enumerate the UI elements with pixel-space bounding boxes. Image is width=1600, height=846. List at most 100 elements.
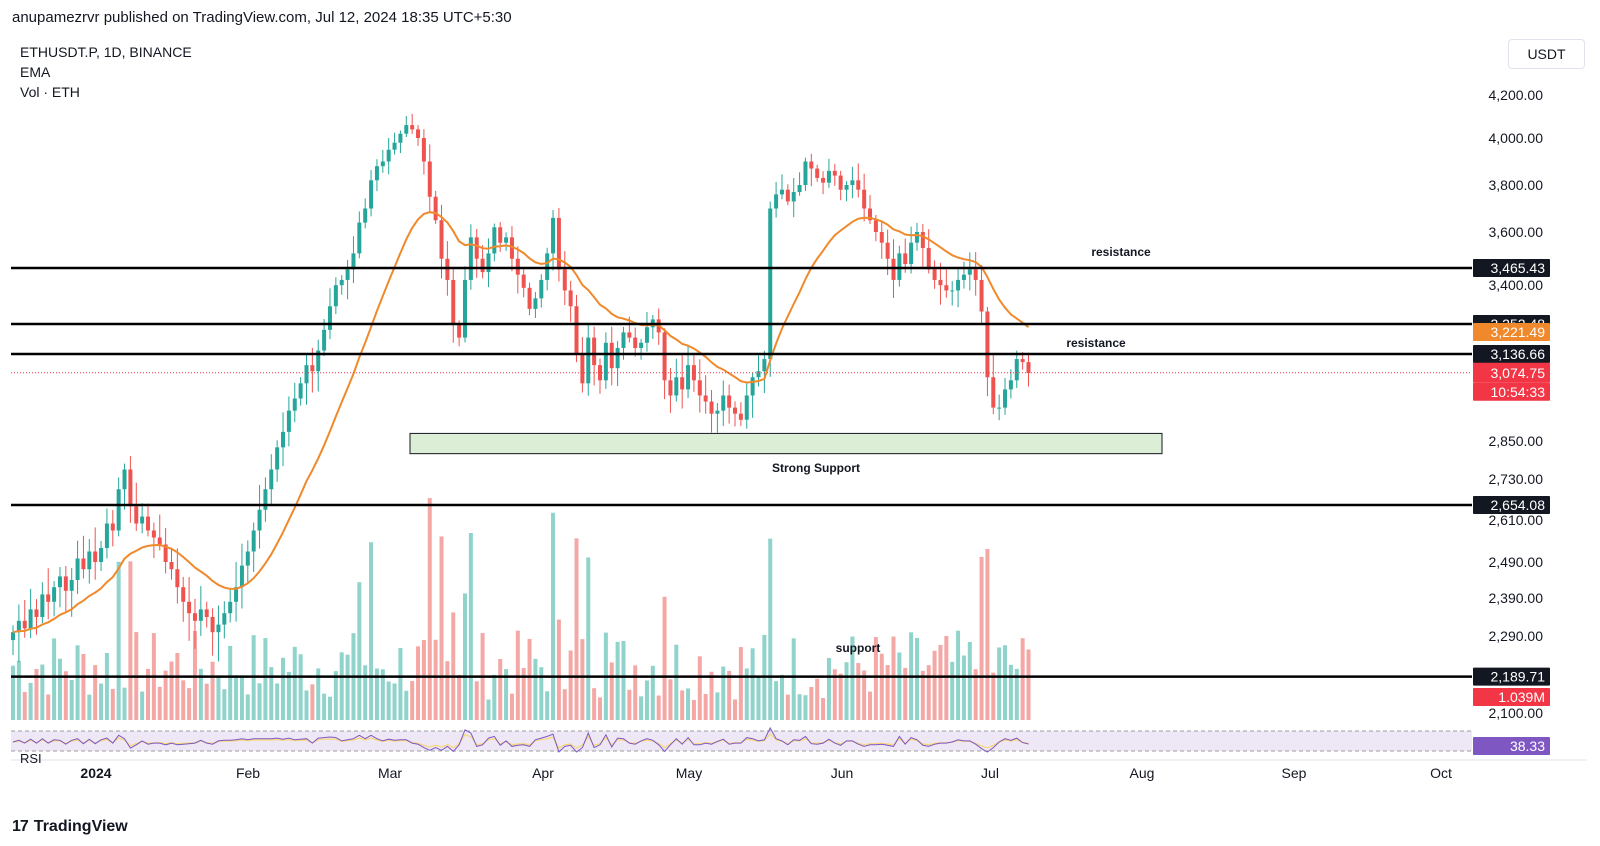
volume-bar	[744, 668, 749, 720]
candle-body	[967, 269, 972, 275]
candle-body	[169, 562, 174, 570]
candle-body	[909, 242, 914, 265]
volume-bar	[551, 512, 556, 720]
candle-body	[374, 166, 379, 181]
candle-body	[668, 380, 673, 396]
volume-bar	[774, 681, 779, 720]
volume-bar	[1014, 668, 1019, 720]
candle-body	[498, 227, 503, 243]
candle-body	[46, 594, 51, 602]
chart-legend: ETHUSDT.P, 1D, BINANCE EMA Vol · ETH	[20, 42, 192, 102]
legend-symbol: ETHUSDT.P, 1D, BINANCE	[20, 44, 192, 60]
volume-bar	[327, 696, 332, 720]
volume-bar	[650, 665, 655, 720]
candle-body	[474, 237, 479, 259]
candle-body	[140, 516, 145, 524]
volume-bar	[779, 674, 784, 720]
candle-body	[386, 149, 391, 162]
annotation-text: resistance	[1091, 245, 1151, 259]
currency-button[interactable]: USDT	[1508, 39, 1585, 69]
volume-bar	[40, 664, 45, 720]
candle-body	[797, 185, 802, 193]
volume-bar	[398, 647, 403, 720]
level-badge-bg	[1473, 345, 1550, 363]
volume-bar	[110, 688, 115, 720]
volume-bar	[357, 582, 362, 720]
candle-body	[398, 133, 403, 143]
candle-body	[750, 377, 755, 396]
volume-bar	[738, 647, 743, 720]
axes: 4,200.00 4,000.00 3,800.00 3,600.00 3,400.00…	[11, 87, 1587, 781]
volume-bar	[210, 661, 215, 720]
price-axis-tick: 2,850.00	[1489, 433, 1544, 449]
volume-bar	[87, 694, 92, 720]
ema-series	[12, 211, 1030, 634]
candle-body	[603, 342, 608, 381]
volume-bar	[333, 671, 338, 720]
time-axis-tick: 2024	[80, 765, 111, 781]
volume-bar	[680, 690, 685, 720]
candle-body	[756, 371, 761, 378]
candle-body	[445, 258, 450, 280]
price-axis-tick: 4,000.00	[1489, 130, 1544, 146]
volume-bar	[627, 689, 632, 720]
footer-brand-name: TradingView	[33, 818, 128, 835]
volume-bar	[239, 675, 244, 720]
volume-bar	[821, 697, 826, 720]
candle-body	[938, 279, 943, 286]
time-axis-tick: Mar	[378, 765, 402, 781]
volume-bar	[93, 665, 98, 720]
candle-body	[868, 208, 873, 221]
volume-bar	[1026, 649, 1031, 720]
volume-bar	[181, 680, 186, 720]
candle-body	[157, 537, 162, 545]
rsi-label: RSI	[20, 751, 42, 766]
legend-ema: EMA	[20, 64, 51, 80]
candle-body	[93, 551, 98, 562]
volume-bar	[157, 686, 162, 720]
candle-body	[345, 269, 350, 280]
candle-body	[298, 383, 303, 399]
volume-bar	[803, 695, 808, 720]
candle-body	[838, 175, 843, 190]
candle-body	[920, 232, 925, 249]
volume-bar	[421, 639, 426, 720]
strong-support-zone	[409, 432, 1163, 455]
candle-body	[351, 253, 356, 270]
volume-bar	[515, 630, 520, 720]
candle-body	[509, 237, 514, 259]
candle-body	[504, 237, 509, 243]
price-axis-tick: 2,730.00	[1489, 471, 1544, 487]
candle-body	[592, 337, 597, 366]
price-axis-tick: 2,100.00	[1489, 705, 1544, 721]
candle-body	[644, 327, 649, 343]
volume-bar	[345, 654, 350, 720]
volume-bar	[187, 688, 192, 720]
volume-bar	[850, 636, 855, 720]
volume-bar	[392, 683, 397, 720]
candle-body	[339, 279, 344, 286]
candle-body	[410, 125, 415, 130]
volume-bar	[75, 645, 80, 720]
candle-body	[779, 189, 784, 195]
candle-body	[832, 170, 837, 176]
volume-bar	[633, 665, 638, 720]
candle-body	[791, 192, 796, 202]
candle-body	[439, 220, 444, 259]
volume-bar	[369, 542, 374, 720]
candle-body	[181, 587, 186, 602]
candle-body	[803, 161, 808, 185]
candle-body	[533, 298, 538, 309]
price-axis-tick: 4,200.00	[1489, 87, 1544, 103]
candle-body	[222, 613, 227, 625]
volume-bar	[245, 694, 250, 720]
candle-body	[146, 516, 151, 531]
volume-bar	[826, 657, 831, 720]
volume-bar	[474, 681, 479, 720]
candle-body	[380, 161, 385, 167]
volume-bar	[339, 652, 344, 720]
candle-body	[251, 530, 256, 552]
candle-body	[715, 410, 720, 414]
candle-body	[257, 509, 262, 531]
